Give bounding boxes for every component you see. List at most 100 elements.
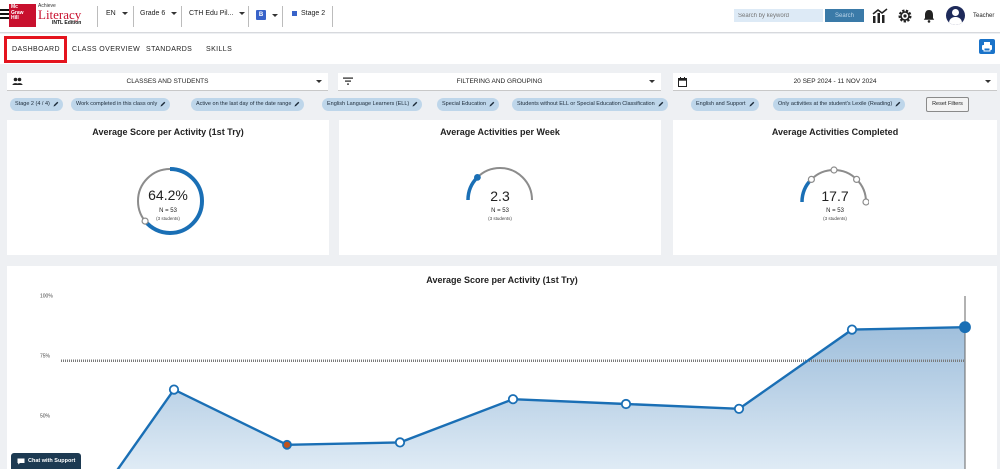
- user-name[interactable]: Teacher: [973, 13, 995, 19]
- filter-chip[interactable]: English and Support: [691, 98, 759, 111]
- edit-pencil-icon[interactable]: [895, 101, 901, 107]
- chat-label: Chat with Support: [28, 458, 76, 464]
- score-area-fill: [108, 327, 965, 469]
- brand-line-2: Graw: [11, 9, 24, 16]
- filter-lines-icon: [343, 77, 353, 85]
- data-point: [282, 439, 292, 450]
- edit-pencil-icon[interactable]: [489, 101, 495, 107]
- filtering-grouping-label: FILTERING AND GROUPING: [456, 78, 543, 85]
- brand-logo-box: Mc Graw Hill: [9, 4, 36, 27]
- activities-per-week-card: Average Activities per Week 2.3 N = 53 (…: [339, 120, 661, 255]
- score-ring-progress: [136, 167, 204, 235]
- printer-icon: [982, 42, 992, 52]
- tab-dashboard[interactable]: DASHBOARD: [12, 46, 60, 53]
- search-button[interactable]: Search: [825, 9, 864, 22]
- stage-value: Stage 2: [301, 10, 326, 17]
- score-trend-chart-panel: Average Score per Activity (1st Try) 100…: [7, 266, 997, 469]
- chevron-down-icon: [239, 12, 246, 15]
- filter-chip-label: English Language Learners (ELL): [327, 101, 410, 107]
- weekly-n: N = 53: [491, 208, 509, 214]
- edit-pencil-icon[interactable]: [412, 101, 418, 107]
- class-value: CTH Edu Pil...: [189, 10, 234, 17]
- avatar-head: [952, 9, 959, 16]
- calendar-icon: [678, 77, 687, 87]
- brand-line-1: Mc: [11, 4, 18, 10]
- edit-pencil-icon[interactable]: [749, 101, 755, 107]
- book-select[interactable]: B: [256, 10, 278, 20]
- reports-chart-icon[interactable]: [871, 7, 889, 25]
- chevron-down-icon: [272, 13, 278, 17]
- filter-chip[interactable]: Only activities at the student's Lexile …: [773, 98, 906, 111]
- divider: [282, 6, 283, 27]
- data-point: [394, 437, 406, 448]
- chat-with-support-button[interactable]: Chat with Support: [11, 453, 81, 469]
- date-range-dropdown[interactable]: 20 SEP 2024 - 11 NOV 2024: [673, 73, 997, 91]
- card-title: Average Activities Completed: [771, 127, 899, 137]
- score-n: N = 53: [159, 208, 177, 214]
- filter-chip[interactable]: Special Education: [437, 98, 500, 111]
- user-avatar[interactable]: [946, 6, 965, 25]
- tab-skills[interactable]: SKILLS: [206, 46, 233, 53]
- date-range-label: 20 SEP 2024 - 11 NOV 2024: [793, 78, 877, 85]
- divider: [332, 6, 333, 27]
- notification-bell-icon[interactable]: [920, 7, 938, 25]
- stage-select[interactable]: Stage 2: [292, 10, 325, 17]
- chart-title: Average Score per Activity (1st Try): [426, 275, 578, 285]
- filter-chip[interactable]: Active on the last day of the date range: [191, 98, 305, 111]
- data-point: [620, 398, 632, 410]
- score-ring-marker: [141, 217, 149, 225]
- tab-standards[interactable]: STANDARDS: [146, 46, 193, 53]
- filtering-grouping-dropdown[interactable]: FILTERING AND GROUPING: [338, 73, 661, 91]
- search-input[interactable]: [734, 9, 823, 22]
- settings-gear-icon[interactable]: [896, 7, 914, 25]
- weekly-arc-gauge: [466, 167, 533, 201]
- filter-chip[interactable]: Students without ELL or Special Educatio…: [512, 98, 668, 111]
- filter-chip[interactable]: Stage 2 (4 / 4): [10, 98, 63, 111]
- classes-students-dropdown[interactable]: CLASSES AND STUDENTS: [7, 73, 328, 91]
- hamburger-menu-icon[interactable]: [0, 9, 9, 21]
- avatar-body: [949, 17, 962, 25]
- chat-bubble-icon: [17, 458, 25, 465]
- edit-pencil-icon[interactable]: [658, 101, 664, 107]
- tab-class-overview[interactable]: CLASS OVERVIEW: [72, 46, 141, 53]
- logo-achieve: Achieve: [38, 3, 56, 9]
- completed-value: 17.7: [821, 188, 849, 204]
- people-icon: [12, 77, 23, 85]
- y-tick-label: 100%: [40, 294, 53, 300]
- divider: [181, 6, 182, 27]
- score-value: 64.2%: [148, 187, 188, 203]
- filter-chip[interactable]: Work completed in this class only: [71, 98, 171, 111]
- grade-value: Grade 6: [140, 10, 166, 17]
- filter-chip-label: Active on the last day of the date range: [196, 101, 292, 107]
- edit-pencil-icon[interactable]: [294, 101, 300, 107]
- filter-chip[interactable]: English Language Learners (ELL): [322, 98, 423, 111]
- card-title: Average Score per Activity (1st Try): [92, 127, 244, 137]
- divider: [133, 6, 134, 27]
- weekly-students: (3 students): [488, 216, 512, 221]
- chevron-down-icon: [121, 12, 128, 15]
- avg-score-card: Average Score per Activity (1st Try) 64.…: [7, 120, 329, 255]
- stage-color-square: [292, 11, 297, 16]
- completed-students: (3 students): [823, 216, 847, 221]
- edit-pencil-icon[interactable]: [160, 101, 166, 107]
- print-button[interactable]: [979, 39, 995, 54]
- class-select[interactable]: CTH Edu Pil...: [189, 10, 246, 17]
- book-badge: B: [256, 10, 266, 20]
- score-trend-chart: 100% 75% 50%: [40, 294, 971, 469]
- chevron-down-icon: [649, 80, 655, 83]
- app-logo[interactable]: Mc Graw Hill Achieve Literacy INTL Editi…: [9, 4, 81, 29]
- activities-completed-card: Average Activities Completed 17.7 N = 53…: [673, 120, 997, 255]
- divider: [248, 6, 249, 27]
- edit-pencil-icon[interactable]: [53, 101, 59, 107]
- reset-filters-button[interactable]: Reset Filters: [926, 97, 969, 112]
- score-students: (3 students): [156, 216, 180, 221]
- top-header: Mc Graw Hill Achieve Literacy INTL Editi…: [0, 0, 1000, 33]
- brand-line-3: Hill: [11, 15, 19, 21]
- grade-select[interactable]: Grade 6: [140, 10, 178, 17]
- tab-bar: [0, 34, 1000, 64]
- language-select[interactable]: EN: [106, 10, 128, 17]
- weekly-value: 2.3: [490, 188, 510, 204]
- logo-edition: INTL Edition: [51, 20, 82, 26]
- data-point: [959, 321, 971, 334]
- y-tick-label: 50%: [40, 414, 51, 420]
